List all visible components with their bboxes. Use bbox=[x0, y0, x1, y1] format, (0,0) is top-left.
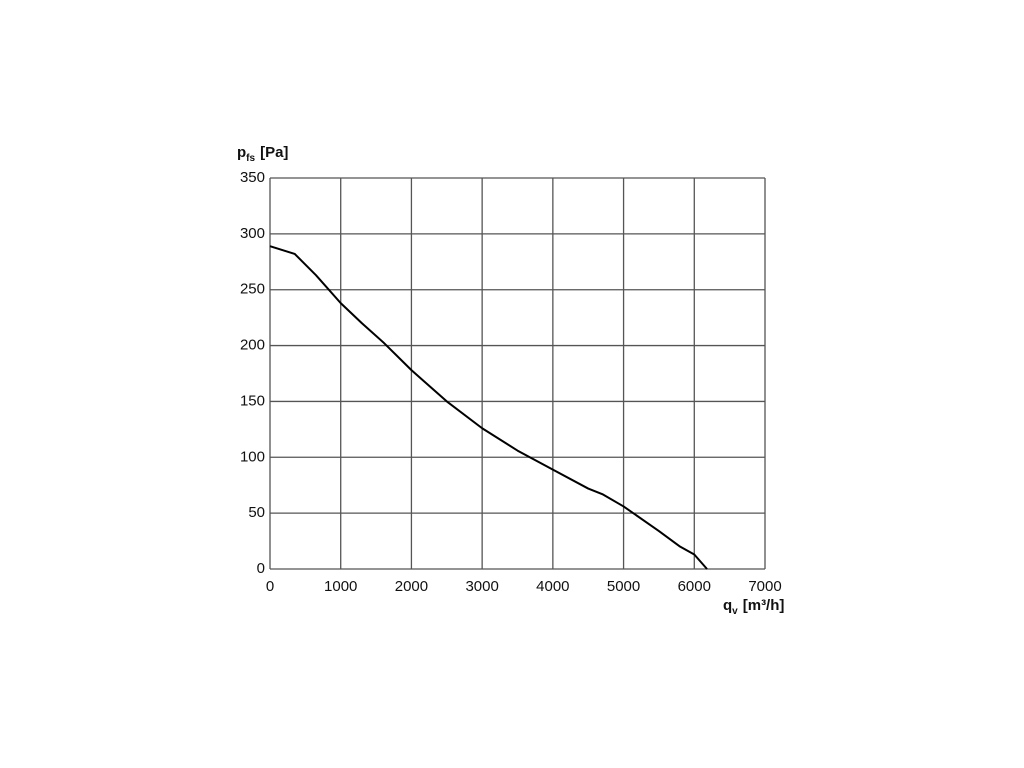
x-axis-label: qv [m³/h] bbox=[723, 597, 784, 617]
x-tick-label: 1000 bbox=[324, 578, 357, 595]
y-tick-label: 250 bbox=[240, 281, 265, 298]
y-tick-label: 100 bbox=[240, 448, 265, 465]
y-label-main: p bbox=[237, 144, 246, 161]
x-tick-label: 0 bbox=[266, 578, 274, 595]
x-label-unit: [m³/h] bbox=[743, 597, 785, 614]
x-label-sub: v bbox=[732, 606, 738, 617]
x-label-main: q bbox=[723, 597, 732, 614]
y-tick-label: 350 bbox=[240, 169, 265, 186]
x-tick-label: 7000 bbox=[748, 578, 781, 595]
y-tick-label: 150 bbox=[240, 392, 265, 409]
x-tick-label: 2000 bbox=[395, 578, 428, 595]
x-tick-label: 3000 bbox=[465, 578, 498, 595]
y-tick-label: 0 bbox=[257, 560, 265, 577]
y-axis-label: pfs [Pa] bbox=[237, 144, 288, 164]
x-tick-label: 6000 bbox=[678, 578, 711, 595]
x-tick-label: 5000 bbox=[607, 578, 640, 595]
y-tick-label: 200 bbox=[240, 337, 265, 354]
x-tick-label: 4000 bbox=[536, 578, 569, 595]
y-tick-label: 300 bbox=[240, 225, 265, 242]
curve bbox=[269, 245, 708, 570]
y-tick-label: 50 bbox=[248, 504, 265, 521]
y-label-sub: fs bbox=[246, 153, 255, 164]
y-label-unit: [Pa] bbox=[260, 144, 288, 161]
